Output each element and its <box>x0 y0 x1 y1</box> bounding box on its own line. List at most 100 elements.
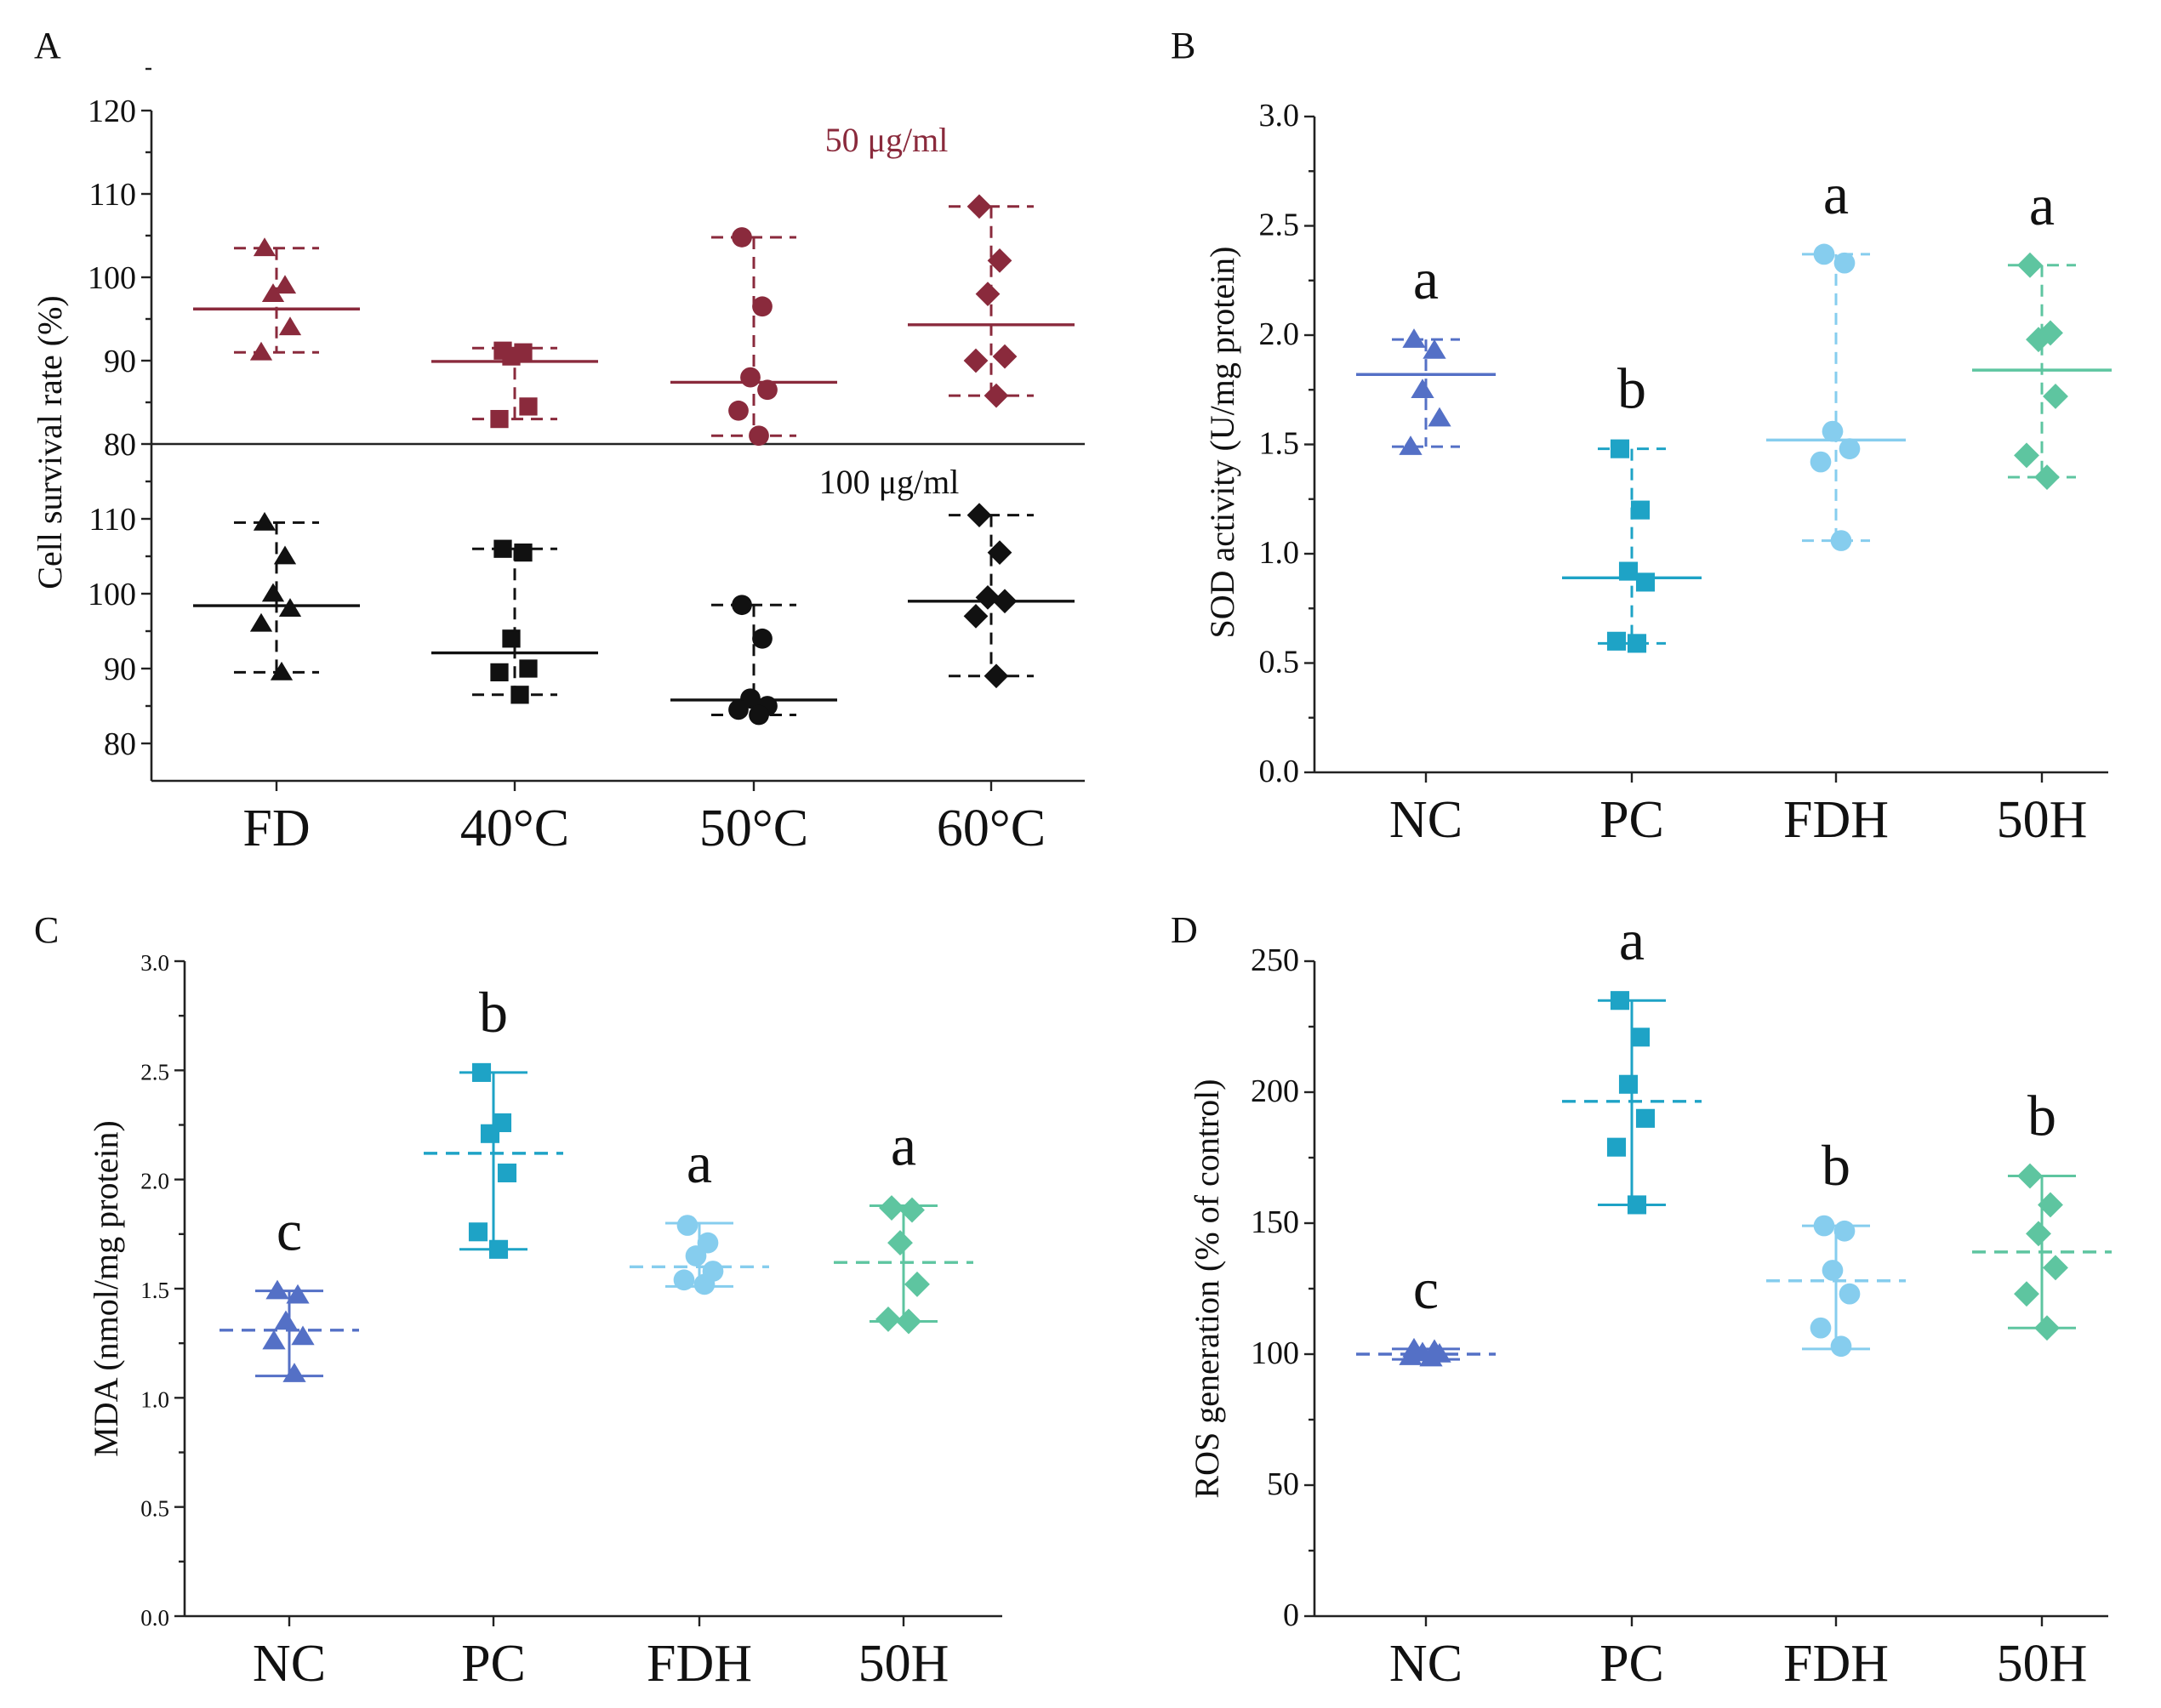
data-point <box>1630 500 1651 520</box>
data-point <box>2014 1281 2039 1307</box>
data-point <box>274 1310 298 1330</box>
data-point <box>286 1284 310 1304</box>
y-tick-label: 3.0 <box>1259 98 1300 134</box>
y-tick-label: 2.0 <box>140 1169 169 1194</box>
x-tick-label: 50H <box>1997 1635 2088 1693</box>
data-point <box>282 1363 306 1382</box>
data-point <box>2038 320 2063 346</box>
data-point <box>2017 252 2043 278</box>
x-tick-label: PC <box>1599 791 1664 849</box>
data-point <box>261 583 285 602</box>
data-point <box>2038 1192 2063 1218</box>
significance-letter: b <box>1822 1133 1850 1198</box>
data-point <box>1610 991 1630 1011</box>
significance-letter: b <box>479 980 508 1045</box>
y-tick-label: 1.0 <box>140 1386 169 1412</box>
data-point <box>514 543 533 562</box>
data-point <box>1833 252 1856 274</box>
data-point <box>904 1271 930 1297</box>
data-point <box>249 341 273 361</box>
x-tick-label: PC <box>1599 1635 1664 1693</box>
significance-letter: a <box>687 1130 712 1195</box>
y-tick-label: 100 <box>1251 1335 1299 1371</box>
y-tick-label: 100 <box>88 577 136 612</box>
data-point <box>1813 1215 1835 1237</box>
data-point <box>1618 1074 1639 1094</box>
data-point <box>875 1306 901 1332</box>
data-point <box>502 347 521 366</box>
y-tick-label: 1.0 <box>1259 535 1300 571</box>
data-point <box>2043 1255 2068 1281</box>
data-point <box>749 425 769 447</box>
data-point <box>732 595 752 616</box>
data-point <box>749 704 769 726</box>
x-tick-label: FD <box>242 800 310 857</box>
data-point <box>728 699 749 720</box>
data-point <box>2034 1315 2060 1341</box>
y-tick-label: 110 <box>88 177 136 213</box>
y-axis-title: MDA (nmol/mg protein) <box>87 1120 125 1457</box>
y-axis-title: SOD activity (U/mg protein) <box>1203 246 1241 638</box>
data-point <box>966 194 992 219</box>
y-axis-title: ROS generation (% of control) <box>1188 1079 1226 1498</box>
x-tick-label: PC <box>461 1635 526 1693</box>
data-point <box>519 659 538 678</box>
data-point <box>253 237 277 257</box>
significance-letter: a <box>1413 247 1439 311</box>
y-tick-label: 80 <box>104 427 136 463</box>
data-point <box>253 511 277 531</box>
data-point <box>273 275 297 294</box>
data-point <box>278 316 302 336</box>
data-point <box>992 344 1018 369</box>
panel-b: B SOD activity (U/mg protein) 0.0 0.5 1.0 1.5… <box>1171 25 2112 849</box>
data-point <box>490 409 509 429</box>
data-point <box>1402 328 1426 348</box>
data-point <box>1635 572 1656 592</box>
data-point <box>1830 1335 1852 1358</box>
data-point <box>984 383 1009 408</box>
x-tick-label: FDH <box>647 1635 752 1693</box>
x-tick-label: 50°C <box>699 800 808 857</box>
data-point <box>992 589 1018 614</box>
y-tick-label: 2.5 <box>1259 208 1300 243</box>
y-tick-label: 0.5 <box>1259 645 1300 680</box>
data-point <box>270 661 294 680</box>
data-point <box>1618 561 1639 581</box>
panel-d: D ROS generation (% of control) 0 50 100 150 2… <box>1171 908 2112 1693</box>
y-axis-title: Cell survival rate (%) <box>31 295 69 589</box>
y-tick-label: 2.0 <box>1259 316 1300 352</box>
y-tick-label: 110 <box>88 502 136 538</box>
data-point <box>1399 1346 1423 1365</box>
data-point <box>490 663 509 682</box>
data-point <box>1813 243 1835 265</box>
data-point <box>963 348 989 373</box>
data-point <box>497 1163 517 1183</box>
data-point <box>1627 634 1647 653</box>
data-point <box>291 1325 315 1346</box>
significance-letter: b <box>2027 1084 2056 1148</box>
data-point <box>1411 379 1434 398</box>
data-point <box>685 1245 707 1267</box>
y-tick-label: 50 <box>1267 1466 1299 1502</box>
y-tick-label: 1.5 <box>140 1278 169 1303</box>
data-point <box>963 604 989 629</box>
data-point <box>966 503 992 527</box>
data-point <box>984 663 1009 689</box>
data-point <box>879 1195 904 1221</box>
data-point <box>261 283 285 302</box>
data-point <box>1635 1108 1656 1128</box>
significance-letter: a <box>1823 162 1849 226</box>
x-tick-label: NC <box>1389 1635 1463 1693</box>
y-tick-label: 3.0 <box>140 950 169 976</box>
data-point <box>676 1215 698 1236</box>
panel-c: C MDA (nmol/mg protein) 0.0 0.5 1.0 1.5 2.0 2.5… <box>34 909 1002 1693</box>
data-point <box>510 686 529 704</box>
concentration-label: 50 μg/ml <box>825 121 949 159</box>
concentration-label: 100 μg/ml <box>819 463 960 501</box>
data-point <box>519 397 538 416</box>
data-point <box>1822 1260 1844 1281</box>
y-tick-label: 2.5 <box>140 1059 169 1085</box>
data-point <box>1830 530 1852 551</box>
data-point <box>896 1308 921 1335</box>
